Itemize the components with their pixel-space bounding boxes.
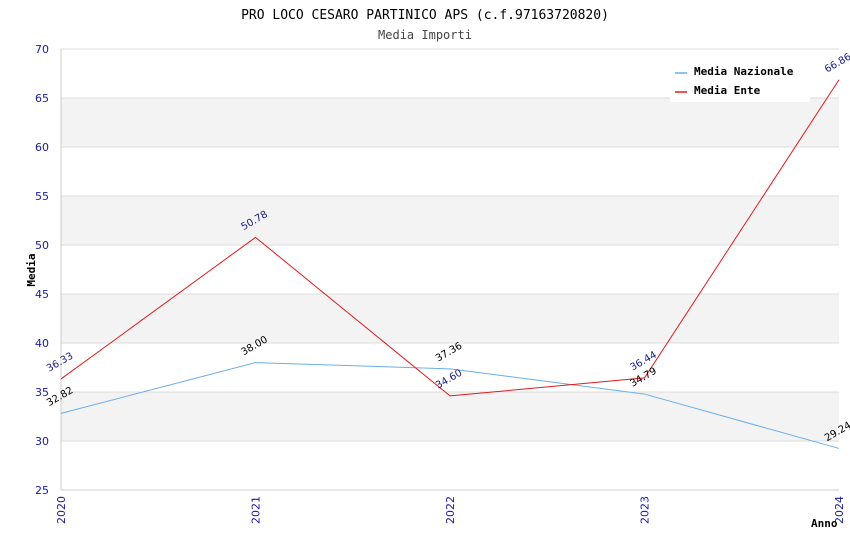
grid-band xyxy=(61,343,839,392)
grid-band xyxy=(61,294,839,343)
y-tick-label: 35 xyxy=(35,386,49,399)
grid-band xyxy=(61,196,839,245)
grid-bands xyxy=(61,49,839,490)
y-tick-label: 40 xyxy=(35,337,49,350)
series-line-media-ente xyxy=(60,79,840,397)
y-tick-label: 25 xyxy=(35,484,49,497)
y-tick-label: 30 xyxy=(35,435,49,448)
series-lines xyxy=(60,79,840,449)
y-tick-label: 65 xyxy=(35,92,49,105)
gridlines xyxy=(61,48,839,491)
legend-label-media-ente: Media Ente xyxy=(694,84,761,97)
grid-band xyxy=(61,147,839,196)
legend-label-media-nazionale: Media Nazionale xyxy=(694,65,794,78)
grid-band xyxy=(61,441,839,490)
grid-band xyxy=(61,245,839,294)
series-line-media-nazionale xyxy=(60,362,840,449)
legend-background xyxy=(670,60,810,102)
x-tick-label: 2022 xyxy=(444,496,457,524)
chart-subtitle: Media Importi xyxy=(378,28,472,42)
y-tick-label: 70 xyxy=(35,43,49,56)
grid-band xyxy=(61,392,839,441)
chart-title: PRO LOCO CESARO PARTINICO APS (c.f.97163… xyxy=(241,8,609,23)
y-tick-labels: 25 30 35 40 45 50 55 60 65 70 xyxy=(35,43,49,497)
x-tick-label: 2024 xyxy=(833,496,846,524)
x-axis-label: Anno xyxy=(811,517,838,530)
y-tick-label: 55 xyxy=(35,190,49,203)
legend: Media Nazionale Media Ente xyxy=(670,60,810,102)
axes xyxy=(60,49,839,491)
y-tick-label: 60 xyxy=(35,141,49,154)
y-tick-label: 45 xyxy=(35,288,49,301)
y-tick-label: 50 xyxy=(35,239,49,252)
x-tick-labels: 2020 2021 2022 2023 2024 xyxy=(55,496,846,524)
grid-band xyxy=(61,98,839,147)
x-tick-label: 2023 xyxy=(639,496,652,524)
x-tick-label: 2020 xyxy=(55,496,68,524)
y-axis-label: Media xyxy=(25,253,38,286)
x-tick-label: 2021 xyxy=(250,496,263,524)
